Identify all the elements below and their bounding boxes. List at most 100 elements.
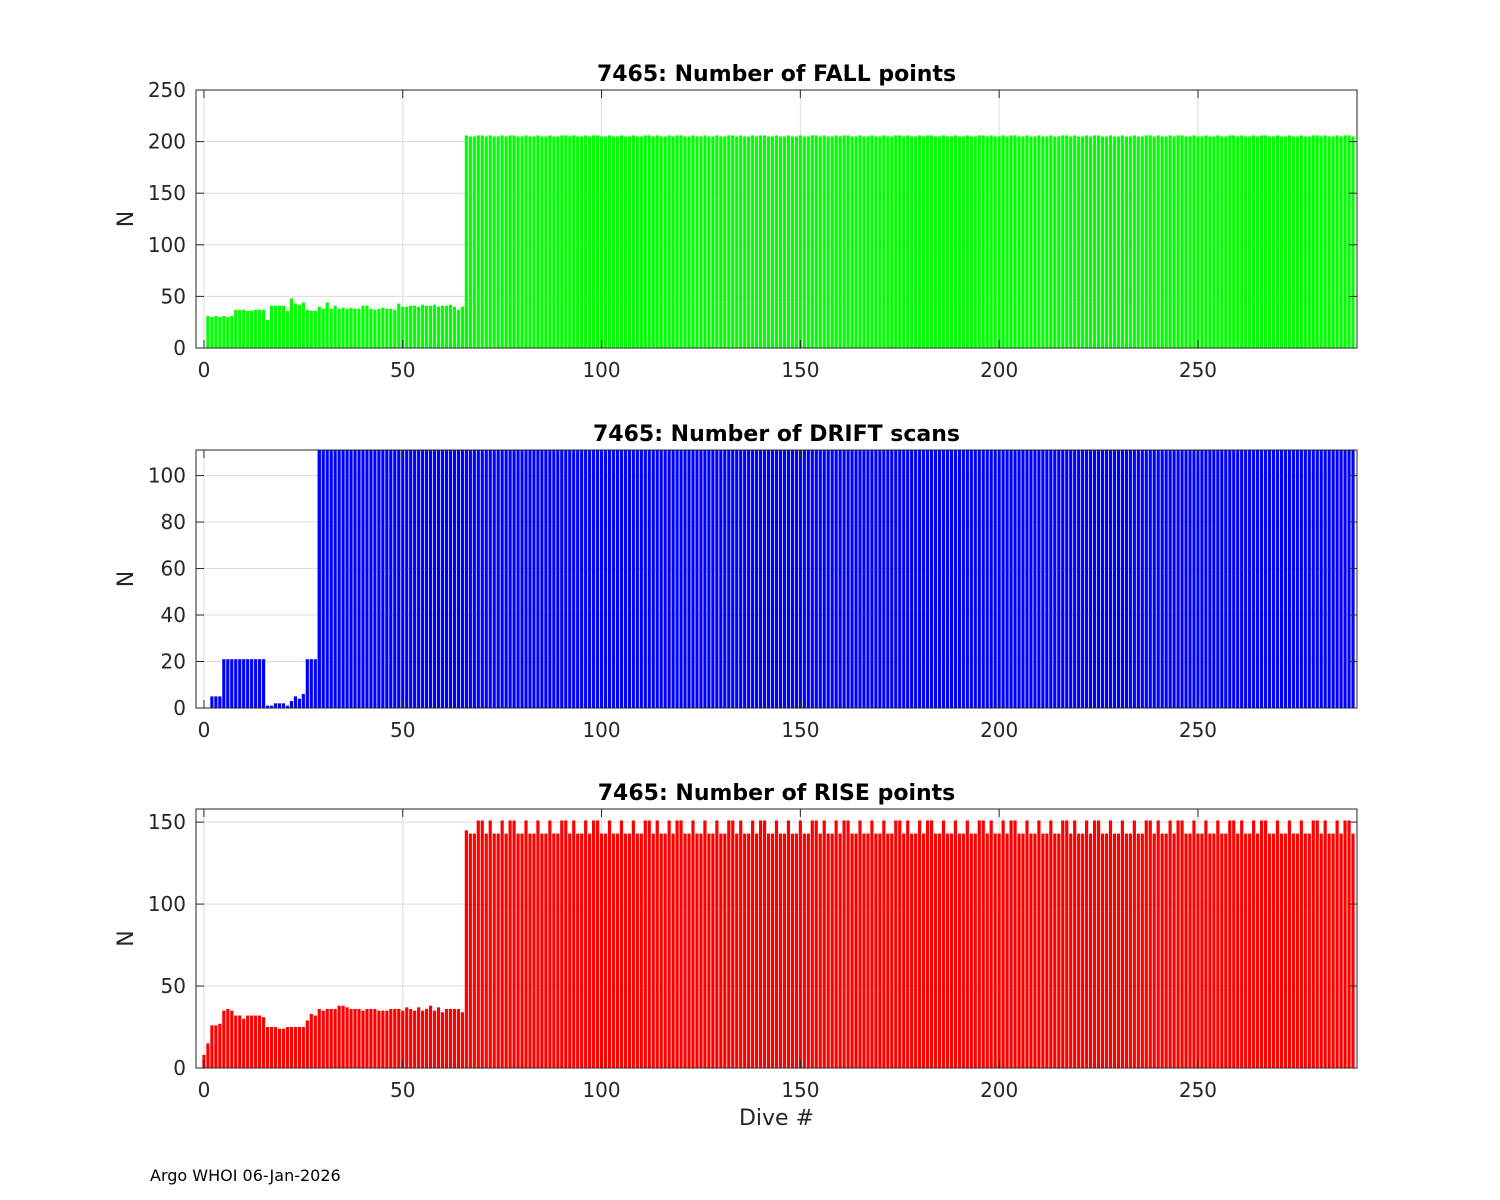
plot-frame (195, 808, 1358, 1069)
bar (1180, 135, 1184, 348)
bar (1327, 833, 1331, 1068)
bar (838, 136, 842, 348)
bar (1116, 833, 1121, 1068)
bar (353, 450, 357, 708)
bar (739, 450, 743, 708)
bar (325, 302, 329, 348)
bar (794, 833, 798, 1068)
bar (528, 833, 532, 1068)
bar (723, 450, 727, 708)
bar (703, 820, 707, 1068)
bar (317, 450, 321, 708)
bar (989, 450, 993, 708)
bar (1124, 833, 1128, 1068)
bar (357, 450, 361, 708)
x-tick-label: 50 (390, 1078, 415, 1102)
bar (755, 833, 759, 1068)
bar (413, 450, 417, 708)
bar (1283, 450, 1288, 708)
bar (1005, 833, 1009, 1068)
bar (1259, 135, 1264, 348)
bar (894, 450, 898, 708)
bar (516, 450, 520, 708)
bar (607, 820, 612, 1068)
bar (1208, 833, 1212, 1068)
bar (1152, 136, 1156, 348)
bar (1204, 135, 1208, 348)
bar (1263, 450, 1268, 708)
bar (345, 450, 349, 708)
bar (615, 450, 620, 708)
bar (659, 450, 663, 708)
bar (432, 1010, 437, 1068)
bar (1005, 450, 1009, 708)
bar (409, 305, 413, 348)
bar (1220, 833, 1224, 1068)
bar (1096, 820, 1101, 1068)
bar (1081, 136, 1085, 348)
bar (850, 833, 854, 1068)
bar-series (206, 135, 1355, 348)
bar (1021, 833, 1025, 1068)
bar (949, 450, 954, 708)
y-tick-label: 50 (161, 974, 186, 998)
bar (540, 450, 544, 708)
bar (659, 833, 663, 1068)
bar (524, 820, 528, 1068)
bar (1283, 136, 1288, 348)
bar (472, 833, 476, 1068)
bar (544, 833, 548, 1068)
bar (866, 450, 870, 708)
bar (242, 309, 246, 348)
bar (500, 450, 504, 708)
bar (238, 1015, 242, 1068)
bar (1319, 833, 1323, 1068)
bar (1287, 820, 1291, 1068)
bar (639, 136, 643, 348)
bar (210, 317, 214, 348)
bar (385, 450, 389, 708)
bar (480, 135, 484, 348)
bar (468, 833, 472, 1068)
bar (798, 450, 802, 708)
bar (516, 833, 520, 1068)
bar (1092, 820, 1097, 1068)
bar (1168, 820, 1172, 1068)
bar (492, 833, 496, 1068)
bar (619, 135, 624, 348)
bar (910, 450, 914, 708)
bar (277, 703, 282, 708)
bar (464, 135, 468, 348)
bar (1104, 833, 1109, 1068)
bar (1307, 833, 1311, 1068)
x-axis-label: Dive # (739, 1106, 814, 1131)
bar (210, 1025, 214, 1068)
bar (345, 1007, 349, 1068)
bar (945, 450, 950, 708)
x-tick-label: 200 (980, 358, 1018, 382)
bar (405, 1007, 409, 1068)
bar (715, 820, 719, 1068)
bar (262, 309, 266, 348)
bar (1120, 450, 1124, 708)
bar (1112, 450, 1117, 708)
bar (281, 703, 286, 708)
bar (293, 696, 297, 708)
bar (281, 1028, 286, 1068)
bar (941, 135, 946, 348)
bar (1240, 820, 1244, 1068)
x-tick-label: 50 (390, 358, 415, 382)
bar (504, 136, 508, 348)
bar (369, 1008, 373, 1068)
bar (981, 450, 985, 708)
bar (1204, 450, 1208, 708)
bar (1128, 833, 1132, 1068)
bar (838, 450, 842, 708)
bar (1144, 820, 1148, 1068)
bar (886, 450, 890, 708)
bar (647, 450, 651, 708)
bar (448, 304, 453, 348)
y-axis-label: N (114, 211, 139, 227)
bar (778, 833, 783, 1068)
bar-series (210, 450, 1355, 708)
